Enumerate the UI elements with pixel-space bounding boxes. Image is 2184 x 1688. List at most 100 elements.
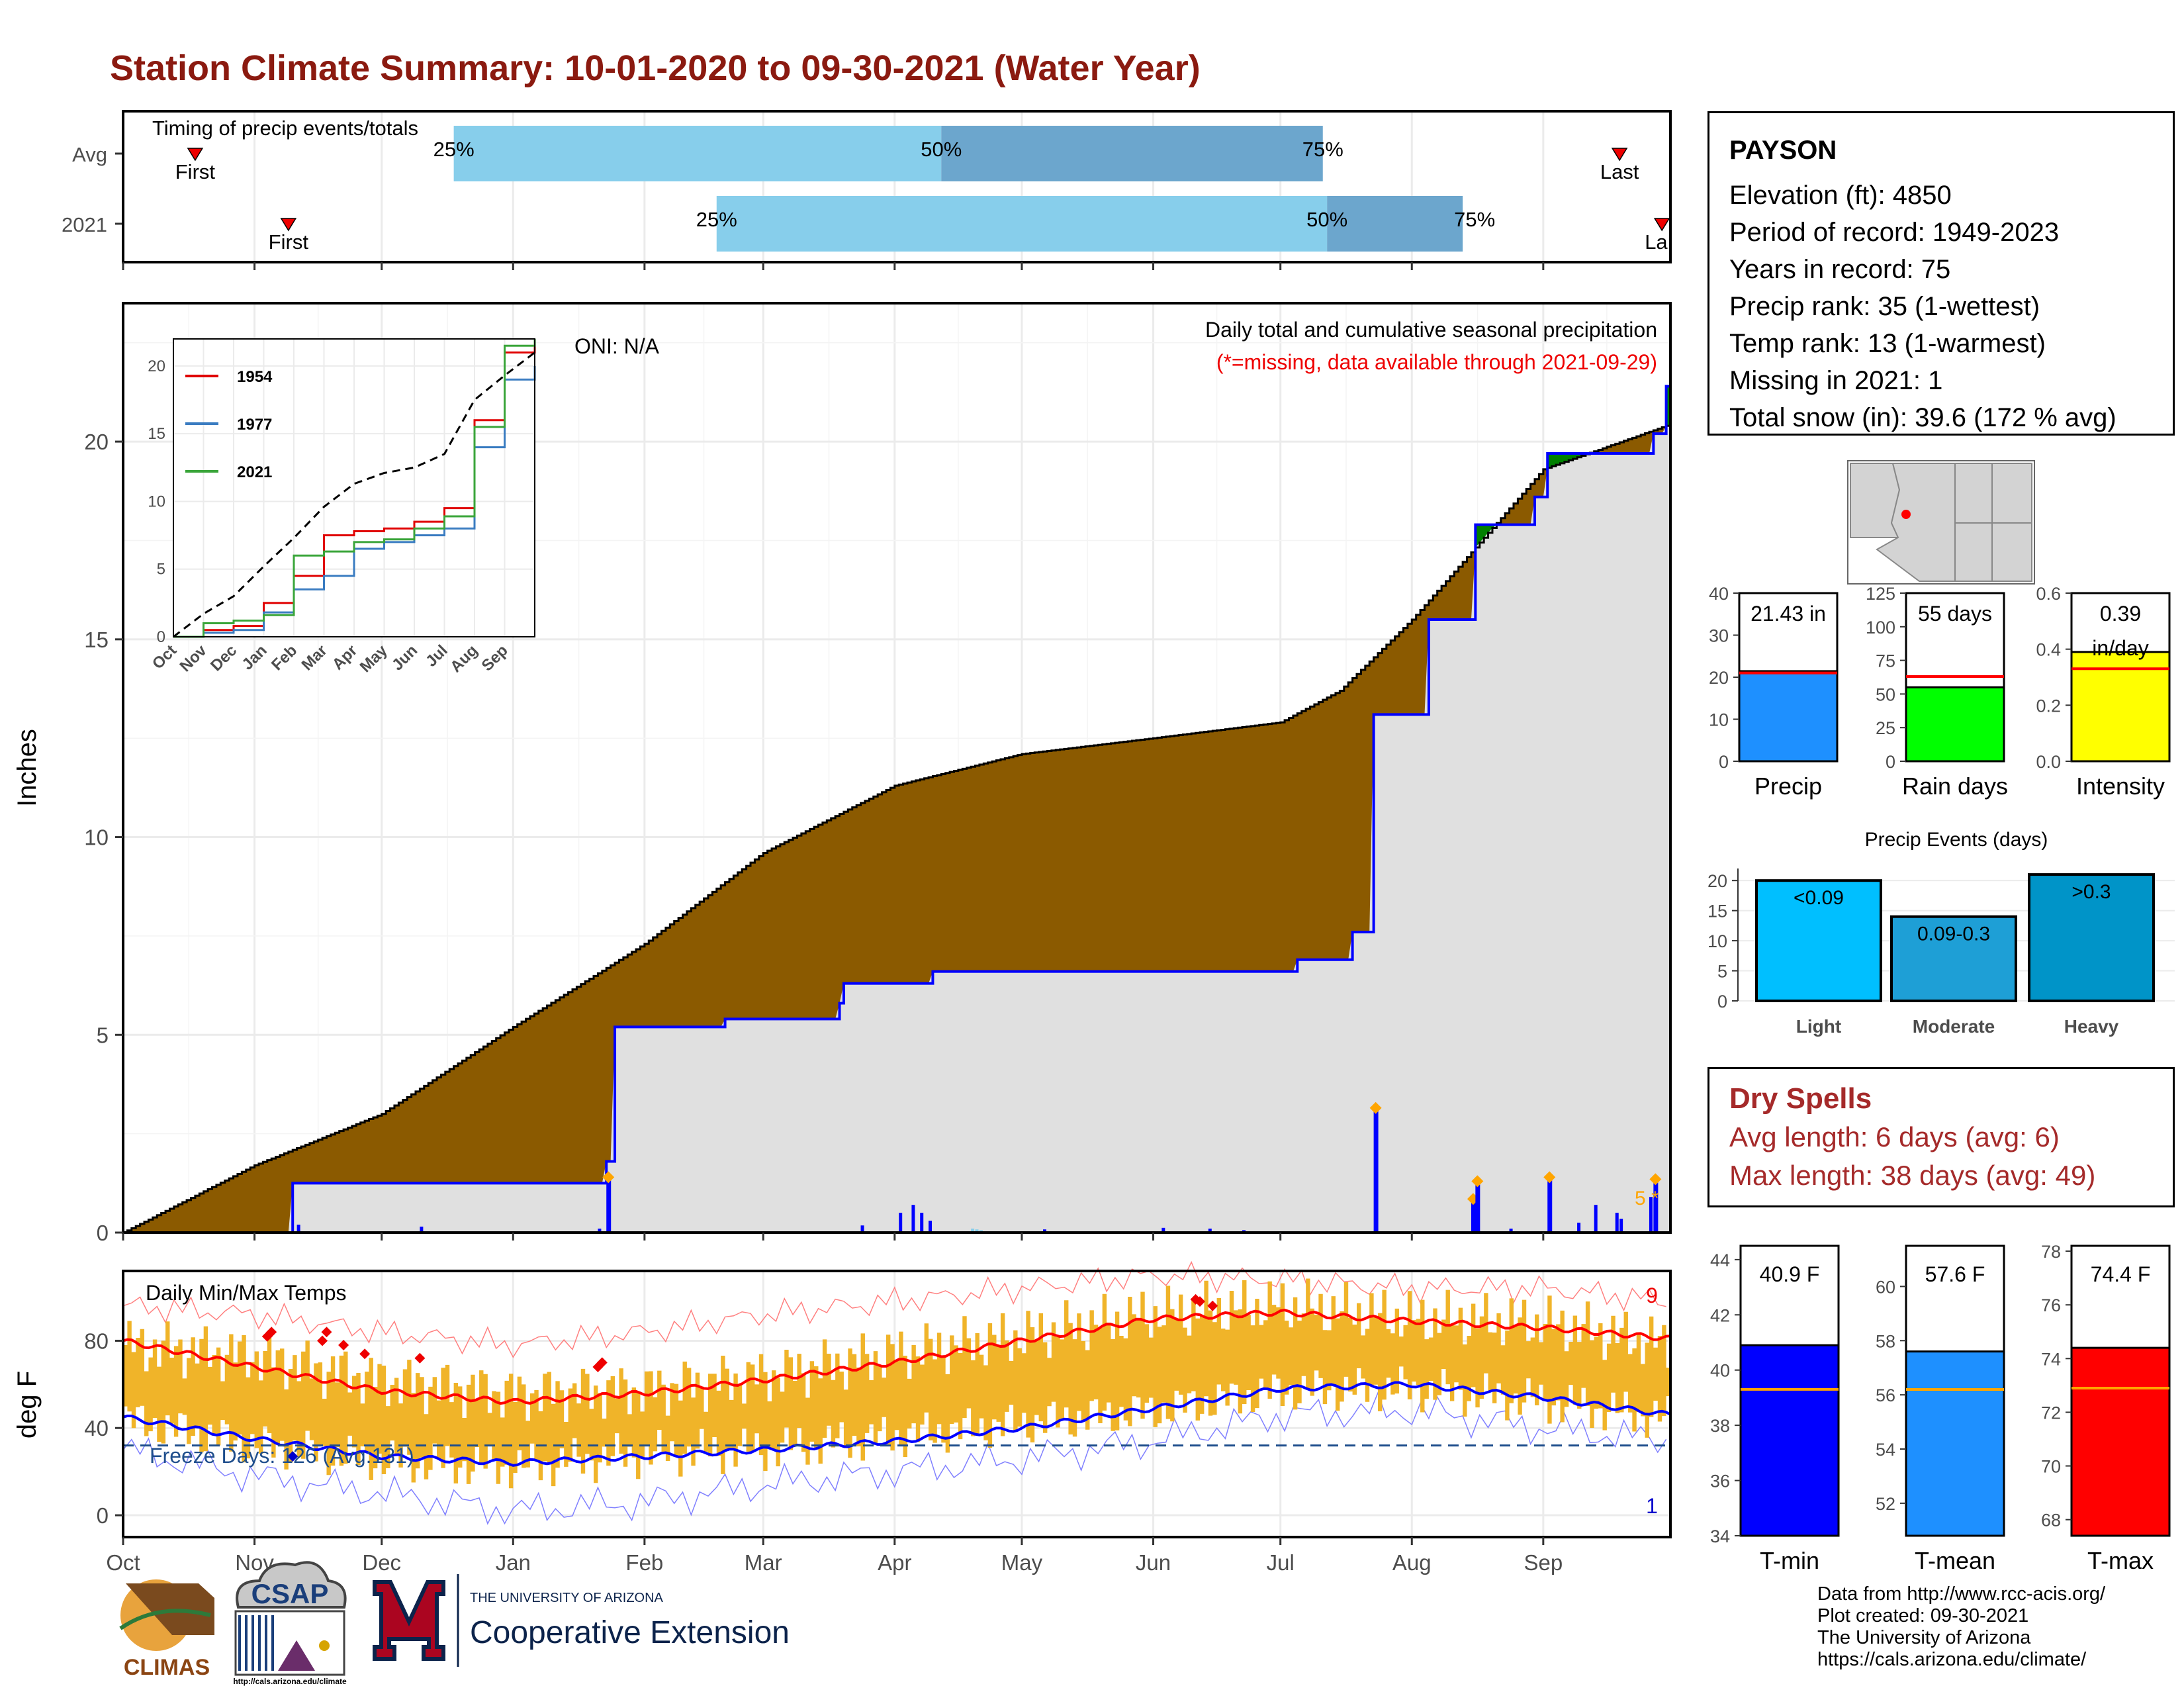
temp-panel-border bbox=[122, 1270, 1672, 1538]
ua-extension-text: Cooperative Extension bbox=[470, 1615, 790, 1650]
dry-spells-title: Dry Spells bbox=[1729, 1082, 1872, 1115]
station-info-box: PAYSON Elevation (ft): 4850 Period of re… bbox=[1707, 111, 2175, 436]
record-high-count: 9 bbox=[1646, 1284, 1658, 1307]
dry-spells-max: Max length: 38 days (avg: 49) bbox=[1729, 1160, 2096, 1191]
station-name: PAYSON bbox=[1729, 136, 1837, 165]
events-tick-label: 5 bbox=[1717, 962, 1727, 982]
precip-stat-tick-label: 125 bbox=[1866, 584, 1895, 604]
events-bar bbox=[2028, 873, 2155, 1003]
record-high-marker bbox=[1207, 1300, 1218, 1311]
precip-y-tick-label: 10 bbox=[84, 825, 109, 850]
csap-logo-mountain bbox=[278, 1640, 315, 1671]
daily-precip-bar bbox=[1594, 1205, 1598, 1233]
precip-stat-tick-label: 0.2 bbox=[2036, 696, 2061, 716]
precip-stat-label: Precip bbox=[1754, 773, 1822, 800]
info-snow: Total snow (in): 39.6 (172 % avg) bbox=[1729, 403, 2116, 432]
precip-stat-tick-label: 30 bbox=[1709, 626, 1729, 646]
temp-stat-tick-label: 40 bbox=[1710, 1361, 1730, 1381]
precip-stat-tick-label: 10 bbox=[1709, 710, 1729, 730]
map-state-west bbox=[1850, 463, 1901, 538]
temp-stat-label: T-mean bbox=[1915, 1547, 1995, 1574]
avg-max-temp-line bbox=[122, 1309, 1671, 1405]
temp-stat-tick-label: 60 bbox=[1876, 1277, 1895, 1297]
daily-precip-bar bbox=[420, 1227, 424, 1233]
ua-logo-a bbox=[373, 1580, 445, 1661]
temp-x-tick-label: Jan bbox=[496, 1550, 531, 1575]
temp-y-tick-label: 0 bbox=[97, 1503, 109, 1528]
precip-stat-tick-label: 20 bbox=[1709, 668, 1729, 688]
inset-line-1954 bbox=[173, 339, 536, 638]
temp-stat-tick-label: 34 bbox=[1710, 1526, 1730, 1546]
temp-x-tick-label: Jun bbox=[1136, 1550, 1171, 1575]
daily-precip-bar-large bbox=[1471, 1201, 1476, 1233]
record-high-marker bbox=[317, 1335, 328, 1346]
temp-y-axis-label: deg F bbox=[13, 1371, 42, 1438]
events-bar-label: <0.09 bbox=[1794, 887, 1844, 909]
inset-border bbox=[173, 338, 535, 637]
temp-stat-tick-label: 56 bbox=[1876, 1385, 1895, 1405]
last-label: Last bbox=[1600, 160, 1639, 183]
csap-logo-url: http://cals.arizona.edu/climate bbox=[233, 1677, 347, 1686]
temp-stat-tick-label: 42 bbox=[1710, 1305, 1730, 1325]
precip-stat-value: 0.39 bbox=[2100, 602, 2141, 626]
daily-precip-bar-large bbox=[606, 1179, 612, 1233]
record-high-marker bbox=[1194, 1296, 1205, 1307]
precip-event-marker bbox=[1543, 1171, 1556, 1184]
temp-stat-tick-label: 68 bbox=[2041, 1511, 2061, 1530]
events-bar bbox=[1890, 915, 2017, 1003]
temp-stat-value: 40.9 F bbox=[1760, 1262, 1820, 1286]
precip-stat-bar bbox=[1905, 686, 2005, 763]
freeze-days-label: Freeze Days: 126 (Avg:131) bbox=[150, 1444, 414, 1468]
inset-y-tick-label: 0 bbox=[157, 628, 165, 646]
first-marker bbox=[280, 218, 297, 232]
station-location-marker bbox=[1901, 510, 1911, 519]
precip-y-axis-label: Inches bbox=[13, 729, 42, 807]
temp-stat-tick-label: 44 bbox=[1710, 1250, 1730, 1270]
events-bar-label: >0.3 bbox=[2071, 881, 2111, 903]
precip-stat-value: 55 days bbox=[1918, 602, 1992, 626]
temp-panel-title: Daily Min/Max Temps bbox=[146, 1281, 346, 1305]
temp-stat-tick-label: 74 bbox=[2041, 1349, 2061, 1369]
footer-university: The University of Arizona bbox=[1817, 1627, 2031, 1648]
info-temp-rank: Temp rank: 13 (1-warmest) bbox=[1729, 329, 2046, 358]
timing-bar-25-50 bbox=[453, 126, 942, 181]
precip-y-tick-label: 20 bbox=[84, 430, 109, 454]
precip-stat-value: 21.43 in bbox=[1751, 602, 1826, 626]
record-high-marker bbox=[414, 1352, 426, 1364]
temp-x-tick-label: Aug bbox=[1392, 1550, 1432, 1575]
inset-line-2021 bbox=[173, 339, 536, 638]
temp-stat-tick-label: 70 bbox=[2041, 1457, 2061, 1477]
csap-logo-text: CSAP bbox=[251, 1578, 329, 1609]
precip-stat-label: Intensity bbox=[2076, 773, 2165, 800]
temp-stat-bar bbox=[1739, 1344, 1840, 1537]
precip-avg-fill bbox=[123, 426, 1670, 1233]
temp-stat-label: T-max bbox=[2087, 1547, 2154, 1574]
temp-stat-bar bbox=[2070, 1346, 2171, 1537]
precip-stat-tick-label: 40 bbox=[1709, 584, 1729, 604]
first-label: First bbox=[175, 160, 216, 183]
daily-precip-bar-large bbox=[1653, 1181, 1659, 1233]
precip-stat-bar bbox=[1738, 670, 1839, 763]
inset-legend-label: 1977 bbox=[237, 416, 272, 434]
daily-precip-bar bbox=[598, 1229, 602, 1233]
record-high-marker bbox=[266, 1327, 277, 1338]
daily-precip-bar bbox=[296, 1225, 300, 1233]
temp-x-tick-label: Jul bbox=[1267, 1550, 1295, 1575]
events-tick-label: 0 bbox=[1717, 992, 1727, 1011]
temp-stat-bar bbox=[1905, 1350, 2005, 1537]
temp-stat-value: 74.4 F bbox=[2091, 1262, 2151, 1286]
precip-annotation-title: Daily total and cumulative seasonal prec… bbox=[1205, 318, 1657, 342]
climas-logo-text: CLIMAS bbox=[124, 1655, 210, 1680]
ua-small-text: THE UNIVERSITY OF ARIZONA bbox=[470, 1591, 664, 1605]
daily-snow-bar bbox=[975, 1229, 979, 1233]
precip-stat-tick-label: 75 bbox=[1876, 651, 1895, 671]
timing-bar-25-50 bbox=[716, 196, 1328, 252]
footer-credits: Data from http://www.rcc-acis.org/ Plot … bbox=[1817, 1583, 2105, 1671]
daily-precip-bar-large bbox=[1547, 1179, 1553, 1233]
footer-created: Plot created: 09-30-2021 bbox=[1817, 1605, 2029, 1626]
temp-stat-tick-label: 72 bbox=[2041, 1403, 2061, 1423]
oni-label: ONI: N/A bbox=[574, 334, 660, 358]
events-category-label: Moderate bbox=[1913, 1016, 1995, 1037]
temp-stat-label: T-min bbox=[1760, 1547, 1819, 1574]
